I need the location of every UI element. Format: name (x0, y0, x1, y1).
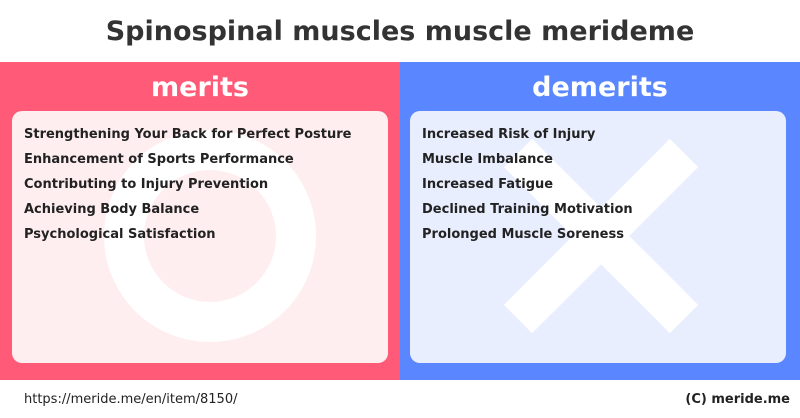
page-title: Spinospinal muscles muscle merideme (105, 15, 695, 47)
merit-item: Enhancement of Sports Performance (24, 152, 294, 167)
footer: https://meride.me/en/item/8150/ (C) meri… (0, 380, 800, 418)
merits-heading: merits (151, 71, 249, 103)
demerits-card: Increased Risk of Injury Muscle Imbalanc… (410, 111, 786, 363)
source-link[interactable]: https://meride.me/en/item/8150/ (24, 392, 238, 407)
merit-item: Psychological Satisfaction (24, 227, 216, 242)
merits-list: Strengthening Your Back for Perfect Post… (24, 125, 351, 250)
demerits-heading: demerits (532, 71, 668, 103)
demerit-item: Increased Fatigue (422, 177, 554, 192)
merits-card: Strengthening Your Back for Perfect Post… (12, 111, 388, 363)
merits-panel: merits Strengthening Your Back for Perfe… (0, 62, 400, 380)
demerit-item: Muscle Imbalance (422, 152, 553, 167)
merit-item: Contributing to Injury Prevention (24, 177, 269, 192)
demerit-item: Prolonged Muscle Soreness (422, 227, 624, 242)
cross-icon (503, 138, 699, 334)
merit-item: Strengthening Your Back for Perfect Post… (24, 127, 352, 142)
circle-icon (104, 130, 316, 342)
demerits-list: Increased Risk of Injury Muscle Imbalanc… (422, 125, 633, 250)
demerit-item: Declined Training Motivation (422, 202, 633, 217)
merit-item: Achieving Body Balance (24, 202, 200, 217)
copyright: (C) meride.me (685, 392, 790, 407)
demerits-panel: demerits Increased Risk of Injury Muscle… (400, 62, 800, 380)
demerit-item: Increased Risk of Injury (422, 127, 596, 142)
